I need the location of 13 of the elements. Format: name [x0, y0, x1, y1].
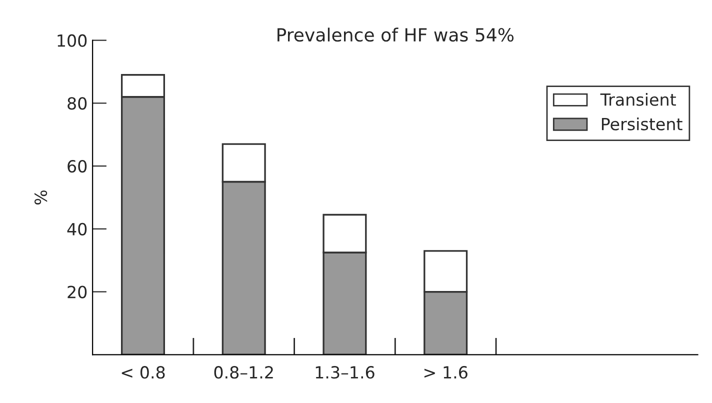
legend-label: Transient — [600, 93, 676, 106]
y-tick-label: 60 — [68, 160, 87, 173]
y-tick-label: 100 — [58, 34, 87, 47]
legend-label: Persistent — [602, 117, 682, 130]
y-axis-title: % — [34, 190, 48, 204]
x-tick-label: 1.3–1.6 — [316, 366, 374, 379]
y-tick-label: 80 — [68, 97, 87, 110]
x-tick-label: < 0.8 — [122, 366, 165, 379]
y-tick-label: 40 — [67, 222, 87, 236]
x-tick-label: 0.8–1.2 — [214, 366, 273, 379]
y-tick-label: 20 — [68, 286, 87, 298]
chart-title: Prevalence of HF was 54% — [278, 28, 514, 42]
x-tick-label: > 1.6 — [424, 366, 468, 379]
